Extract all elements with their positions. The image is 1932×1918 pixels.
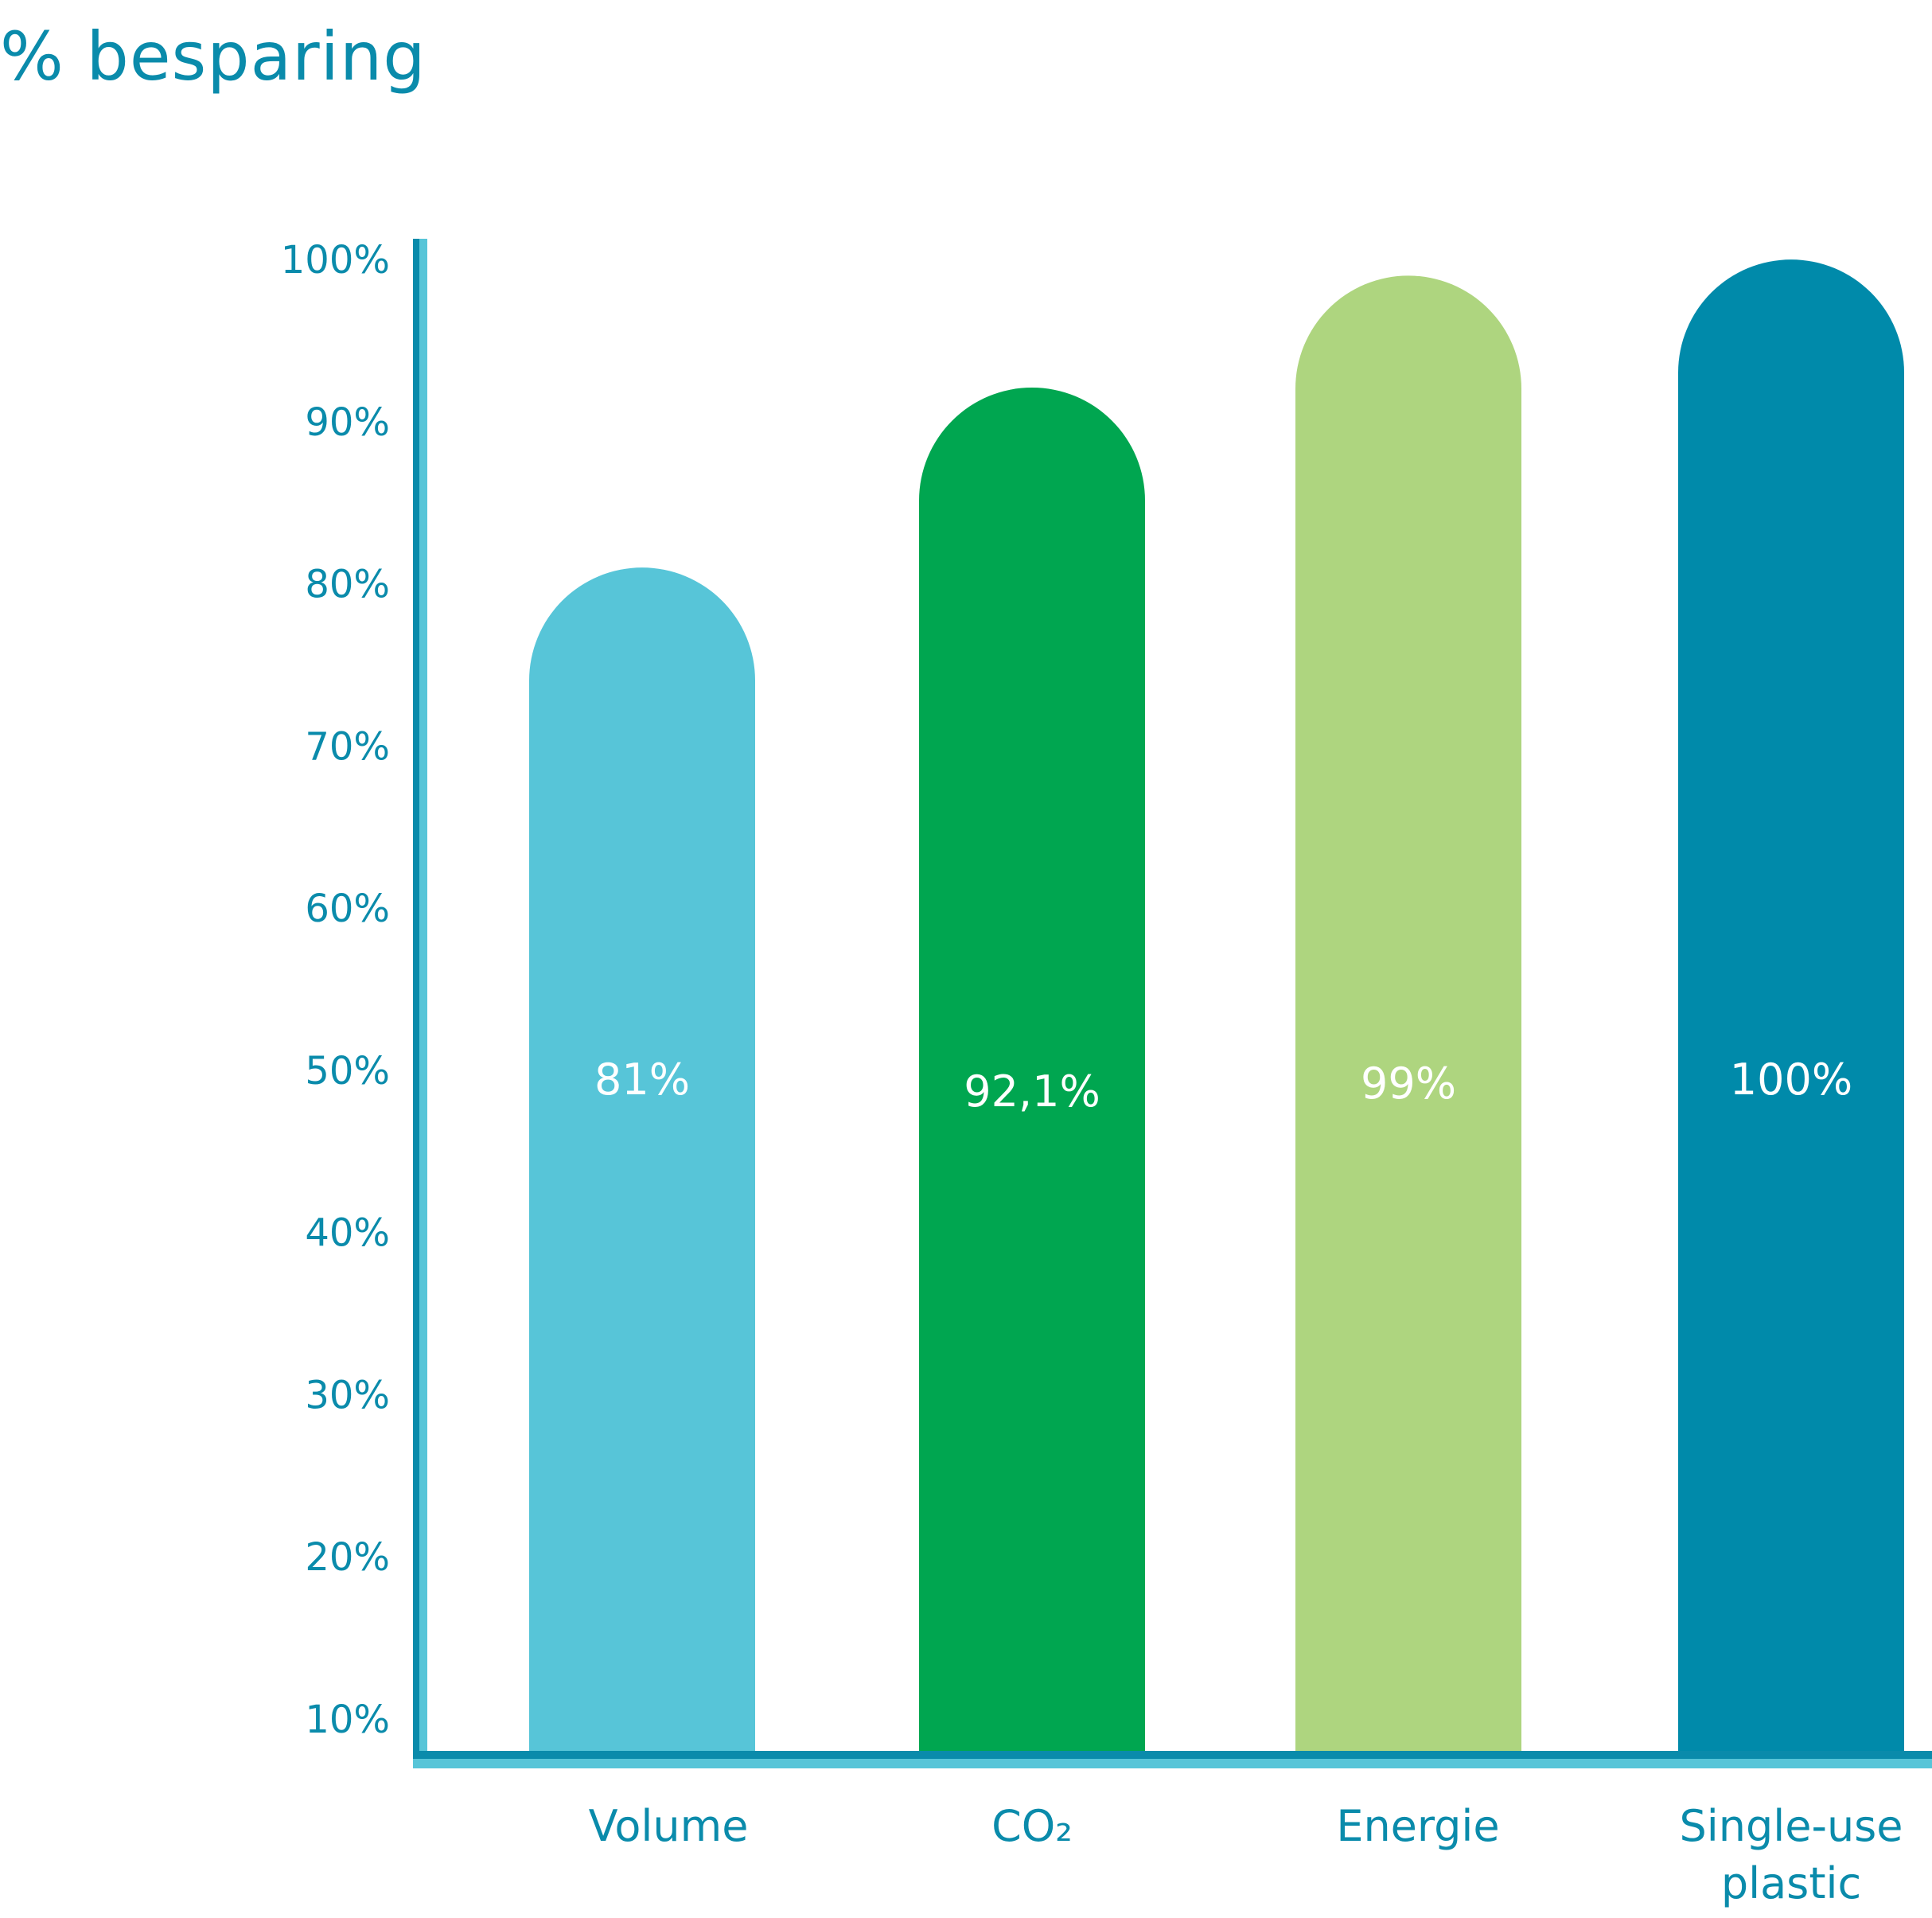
axes-layer xyxy=(413,239,1932,1768)
y-axis-line xyxy=(413,239,419,1760)
y-tick-label: 30% xyxy=(305,1373,390,1417)
bar-value-label: 92,1% xyxy=(964,1066,1100,1117)
chart-title: % besparing xyxy=(0,18,427,96)
bar-1 xyxy=(529,567,755,1752)
x-axis-line xyxy=(413,1751,1932,1759)
bar-2 xyxy=(919,387,1145,1752)
y-tick-label: 70% xyxy=(305,724,390,769)
y-tick-label: 20% xyxy=(305,1535,390,1580)
bar-value-label: 81% xyxy=(594,1055,690,1105)
bar-4 xyxy=(1678,259,1904,1751)
category-label: Single-use xyxy=(1679,1801,1903,1851)
bar-3 xyxy=(1295,275,1521,1751)
y-tick-label: 40% xyxy=(305,1211,390,1256)
y-tick-label: 60% xyxy=(305,887,390,931)
bar-value-label: 99% xyxy=(1361,1058,1456,1109)
category-labels: Volume CO₂ Energie Single-use plastic xyxy=(589,1801,1903,1908)
y-tick-label: 50% xyxy=(305,1049,390,1093)
category-label: Energie xyxy=(1336,1801,1499,1851)
y-tick-labels: 10% 20% 30% 40% 50% 60% 70% 80% 90% 100% xyxy=(281,238,390,1742)
category-label: CO₂ xyxy=(991,1801,1073,1851)
x-axis-highlight xyxy=(413,1759,1932,1768)
category-label: Volume xyxy=(589,1801,749,1851)
y-tick-label: 80% xyxy=(305,563,390,607)
value-labels: 81% 92,1% 99% 100% xyxy=(594,1055,1852,1117)
bar-value-label: 100% xyxy=(1730,1055,1852,1105)
y-tick-label: 10% xyxy=(305,1698,390,1742)
y-tick-label: 100% xyxy=(281,238,390,283)
y-axis-highlight xyxy=(419,239,427,1751)
category-label: plastic xyxy=(1721,1858,1861,1908)
bars-layer xyxy=(529,259,1904,1752)
y-tick-label: 90% xyxy=(305,400,390,445)
